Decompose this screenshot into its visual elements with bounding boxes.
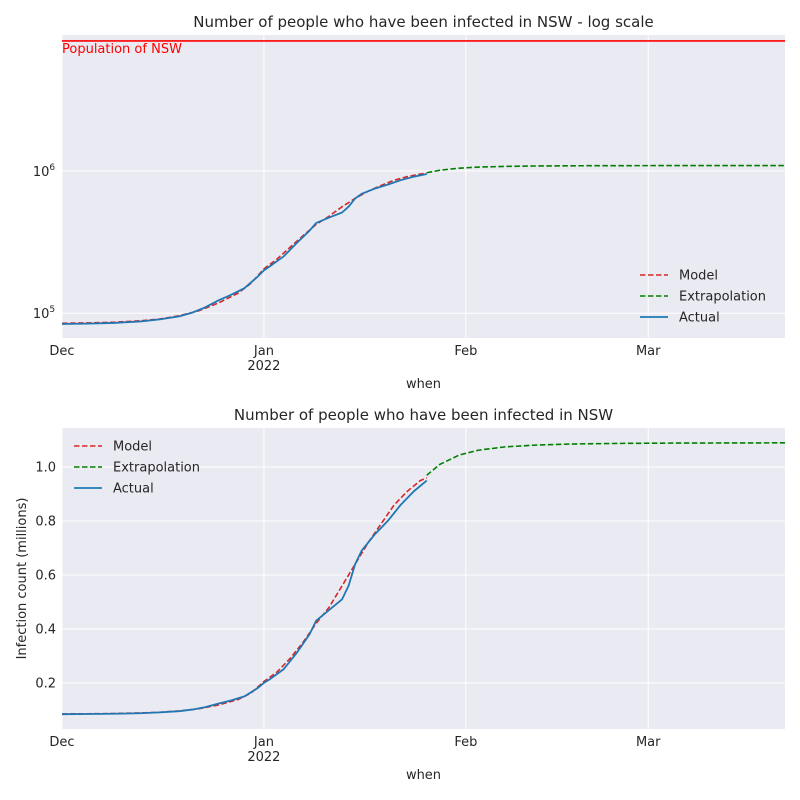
x-tick-label: Jan <box>253 344 274 359</box>
legend-label: Extrapolation <box>679 290 766 305</box>
chart-panel-2: Number of people who have been infected … <box>15 406 785 783</box>
y-tick-label: 0.4 <box>35 622 56 637</box>
legend-label: Actual <box>113 482 154 497</box>
y-tick-base: 10 <box>33 307 50 322</box>
x-tick-sublabel: 2022 <box>247 359 280 374</box>
legend: Model Extrapolation Actual <box>74 440 200 497</box>
y-tick-label: 0.6 <box>35 568 56 583</box>
x-axis-label: when <box>406 768 441 783</box>
x-tick-label: Dec <box>49 344 74 359</box>
series-line-extrapolation <box>426 442 785 476</box>
y-tick-label: 0.2 <box>35 676 56 691</box>
y-tick-exponent: 5 <box>49 305 55 315</box>
series-line-actual <box>62 173 427 325</box>
x-tick-label: Feb <box>454 735 477 750</box>
y-tick-label: 106 <box>33 163 56 180</box>
chart-panel-1: Number of people who have been infected … <box>33 13 785 392</box>
series-line-model <box>62 477 428 715</box>
population-label: Population of NSW <box>62 42 182 57</box>
y-axis-label: Infection count (millions) <box>15 498 30 660</box>
chart-title: Number of people who have been infected … <box>193 13 654 31</box>
chart-title: Number of people who have been infected … <box>234 406 613 424</box>
x-tick-label: Dec <box>49 735 74 750</box>
plot-area <box>62 428 785 729</box>
x-tick-label: Jan <box>253 735 274 750</box>
legend-label: Extrapolation <box>113 461 200 476</box>
series-line-model <box>62 172 427 325</box>
y-tick-label: 0.8 <box>35 515 56 530</box>
series-line-actual <box>62 479 428 716</box>
legend: Model Extrapolation Actual <box>640 269 766 326</box>
x-tick-sublabel: 2022 <box>247 750 280 765</box>
x-tick-label: Feb <box>454 344 477 359</box>
plot-area <box>62 35 785 338</box>
legend-label: Model <box>113 440 152 455</box>
y-tick-label: 1.0 <box>35 461 56 476</box>
y-tick-exponent: 6 <box>49 163 55 173</box>
y-tick-base: 10 <box>33 165 50 180</box>
x-tick-label: Mar <box>636 735 661 750</box>
legend-label: Actual <box>679 311 720 326</box>
x-axis-label: when <box>406 377 441 392</box>
legend-label: Model <box>679 269 718 284</box>
x-tick-label: Mar <box>636 344 661 359</box>
y-tick-label: 105 <box>33 305 55 322</box>
